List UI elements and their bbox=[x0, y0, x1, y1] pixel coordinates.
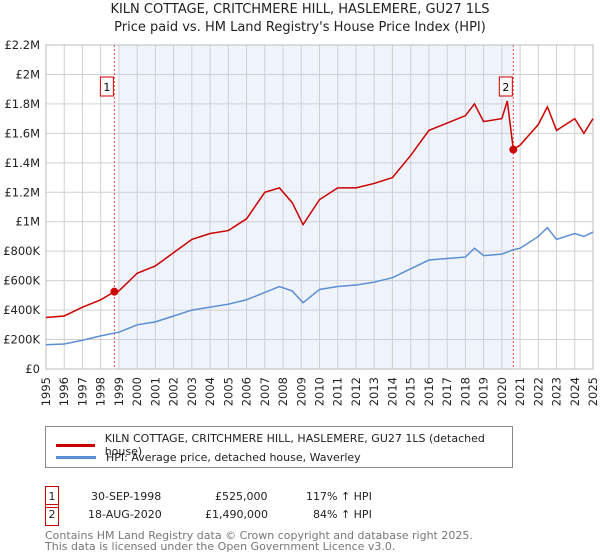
x-tick-label: 1996 bbox=[57, 377, 71, 406]
transaction-row: 1 30-SEP-1998 £525,000 117% ↑ HPI bbox=[45, 486, 445, 508]
transaction-date: 30-SEP-1998 bbox=[91, 490, 162, 503]
x-tick-label: 2004 bbox=[203, 377, 217, 406]
transaction-hpi: 117% ↑ HPI bbox=[306, 490, 372, 503]
legend: KILN COTTAGE, CRITCHMERE HILL, HASLEMERE… bbox=[45, 426, 513, 468]
x-tick-label: 2020 bbox=[495, 377, 509, 406]
x-tick-label: 1995 bbox=[39, 377, 53, 406]
legend-swatch-hpi bbox=[56, 456, 96, 459]
y-tick-label: £1.4M bbox=[4, 156, 40, 170]
x-tick-label: 2005 bbox=[221, 377, 235, 406]
chart-subtitle: Price paid vs. HM Land Registry's House … bbox=[114, 20, 486, 35]
sale-point bbox=[509, 145, 518, 154]
x-tick-label: 2001 bbox=[148, 377, 162, 406]
x-tick-label: 2017 bbox=[440, 377, 454, 406]
legend-swatch-property bbox=[56, 443, 95, 447]
sale-marker-badge bbox=[498, 76, 513, 97]
x-tick-label: 2006 bbox=[240, 377, 254, 406]
chart-title: KILN COTTAGE, CRITCHMERE HILL, HASLEMERE… bbox=[110, 2, 490, 17]
y-tick-label: £2M bbox=[15, 67, 40, 81]
x-tick-label: 2019 bbox=[477, 377, 491, 406]
x-tick-label: 2014 bbox=[385, 377, 399, 406]
x-tick-label: 1997 bbox=[75, 377, 89, 406]
footer-licence: This data is licensed under the Open Gov… bbox=[45, 540, 396, 553]
transaction-hpi: 84% ↑ HPI bbox=[313, 508, 372, 521]
x-tick-label: 2024 bbox=[568, 377, 582, 406]
y-tick-label: £0 bbox=[25, 362, 40, 376]
sale-point bbox=[110, 287, 119, 296]
transaction-badge: 2 bbox=[45, 504, 59, 526]
footer: Contains HM Land Registry data © Crown c… bbox=[45, 530, 473, 552]
y-tick-label: £200K bbox=[3, 333, 40, 347]
x-tick-label: 1999 bbox=[112, 377, 126, 406]
plot-border bbox=[45, 44, 594, 370]
x-tick-label: 2013 bbox=[367, 377, 381, 406]
y-tick-label: £800K bbox=[3, 244, 40, 258]
x-tick-label: 2016 bbox=[422, 377, 436, 406]
x-tick-label: 2009 bbox=[294, 377, 308, 406]
transaction-badge: 1 bbox=[45, 486, 59, 508]
legend-property: KILN COTTAGE, CRITCHMERE HILL, HASLEMERE… bbox=[104, 432, 485, 458]
transaction-price: £525,000 bbox=[215, 490, 268, 503]
legend-hpi: HPI: Average price, detached house, Wave… bbox=[106, 451, 361, 464]
price-chart: £0 £200K £400K £600K £800K £1M £1.2M £1.4M £1.6M… bbox=[3, 38, 600, 406]
y-tick-label: £1.2M bbox=[4, 185, 40, 199]
ownership-shade bbox=[118, 45, 514, 369]
x-tick-label: 2003 bbox=[185, 377, 199, 406]
sale-marker-label: 2 bbox=[502, 81, 509, 94]
x-tick-label: 2018 bbox=[458, 377, 472, 406]
y-tick-label: £1M bbox=[15, 215, 40, 229]
x-tick-label: 2023 bbox=[550, 377, 564, 406]
y-tick-label: £1.6M bbox=[4, 126, 40, 140]
transaction-price: £1,490,000 bbox=[205, 508, 268, 521]
x-tick-label: 2002 bbox=[167, 377, 181, 406]
x-tick-label: 2000 bbox=[130, 377, 144, 406]
y-tick-label: £600K bbox=[3, 274, 40, 288]
series-line bbox=[45, 100, 594, 319]
sale-marker-badge bbox=[99, 76, 114, 97]
x-tick-label: 2011 bbox=[331, 377, 345, 406]
sale-marker-label: 1 bbox=[103, 81, 110, 94]
footer-copyright: Contains HM Land Registry data © Crown c… bbox=[45, 529, 473, 542]
x-tick-label: 2010 bbox=[313, 377, 327, 406]
y-tick-label: £2.2M bbox=[4, 38, 40, 52]
series-line bbox=[45, 226, 594, 346]
x-tick-label: 2015 bbox=[404, 377, 418, 406]
x-tick-label: 1998 bbox=[94, 377, 108, 406]
x-tick-label: 2022 bbox=[531, 377, 545, 406]
x-tick-label: 2008 bbox=[276, 377, 290, 406]
y-tick-label: £1.8M bbox=[4, 97, 40, 111]
y-tick-label: £400K bbox=[3, 303, 40, 317]
transaction-row: 2 18-AUG-2020 £1,490,000 84% ↑ HPI bbox=[45, 504, 445, 526]
x-tick-label: 2021 bbox=[513, 377, 527, 406]
x-tick-label: 2025 bbox=[586, 377, 600, 406]
transaction-date: 18-AUG-2020 bbox=[88, 508, 162, 521]
x-tick-label: 2007 bbox=[258, 377, 272, 406]
x-tick-label: 2012 bbox=[349, 377, 363, 406]
